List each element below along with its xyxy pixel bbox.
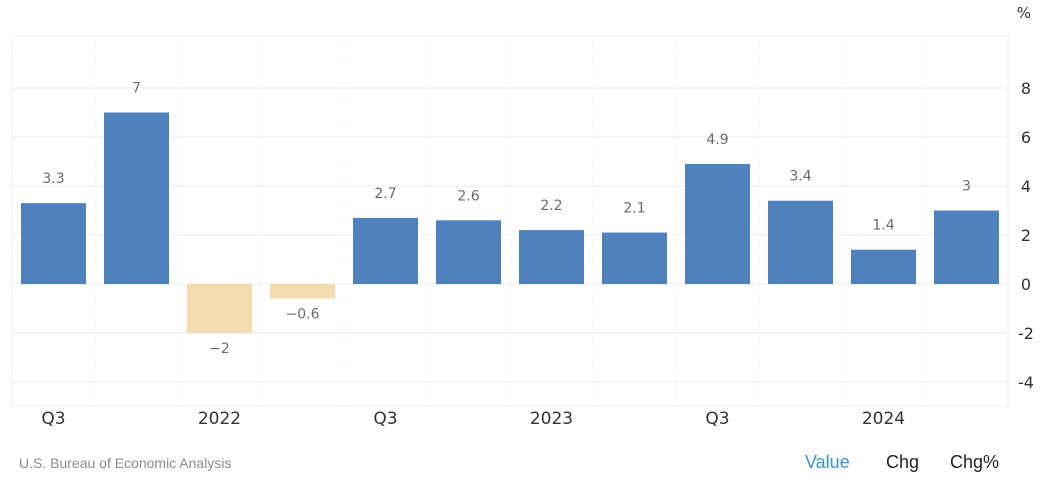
x-tick-label: Q3 <box>705 409 729 429</box>
data-label: 2.2 <box>540 198 562 214</box>
data-label: 3.4 <box>789 169 811 185</box>
data-label: 2.7 <box>374 186 396 202</box>
y-tick-label: 0 <box>1021 275 1031 294</box>
bar[interactable] <box>21 203 86 284</box>
x-tick-label: 2022 <box>198 409 241 429</box>
data-label: 7 <box>132 81 141 97</box>
data-label: 2.1 <box>623 201 645 217</box>
x-tick-label: Q3 <box>41 409 65 429</box>
x-tick-label: 2024 <box>862 409 905 429</box>
source-label: U.S. Bureau of Economic Analysis <box>19 455 232 471</box>
bar[interactable] <box>685 163 750 284</box>
bar[interactable] <box>519 230 584 284</box>
data-label: −0.6 <box>286 307 320 323</box>
bar[interactable] <box>270 284 335 299</box>
bar[interactable] <box>436 220 501 284</box>
bar[interactable] <box>104 112 169 285</box>
y-tick-label: -4 <box>1018 373 1034 392</box>
data-label: 3.3 <box>42 171 64 187</box>
x-tick-label: Q3 <box>373 409 397 429</box>
bar[interactable] <box>187 284 252 333</box>
y-tick-label: -2 <box>1018 324 1034 343</box>
data-label: 2.6 <box>457 188 479 204</box>
y-tick-label: 8 <box>1021 79 1031 98</box>
bar[interactable] <box>602 232 667 284</box>
tab-chg[interactable]: Chg <box>886 452 920 472</box>
bar[interactable] <box>934 210 999 285</box>
tab-chg-percent[interactable]: Chg% <box>950 452 1000 472</box>
data-label: 4.9 <box>706 132 728 148</box>
y-tick-label: 2 <box>1021 226 1031 245</box>
y-tick-label: 6 <box>1021 128 1031 147</box>
bar[interactable] <box>353 217 418 284</box>
tab-value[interactable]: Value <box>805 452 850 472</box>
bar[interactable] <box>768 200 833 284</box>
data-label: −2 <box>209 341 230 357</box>
bar[interactable] <box>851 249 916 284</box>
x-tick-label: 2023 <box>530 409 573 429</box>
data-label: 1.4 <box>872 218 894 234</box>
view-tabs: Value Chg Chg% <box>805 452 1010 473</box>
data-label: 3 <box>962 179 971 195</box>
y-tick-label: 4 <box>1021 177 1031 196</box>
unit-label: % <box>1017 4 1031 22</box>
